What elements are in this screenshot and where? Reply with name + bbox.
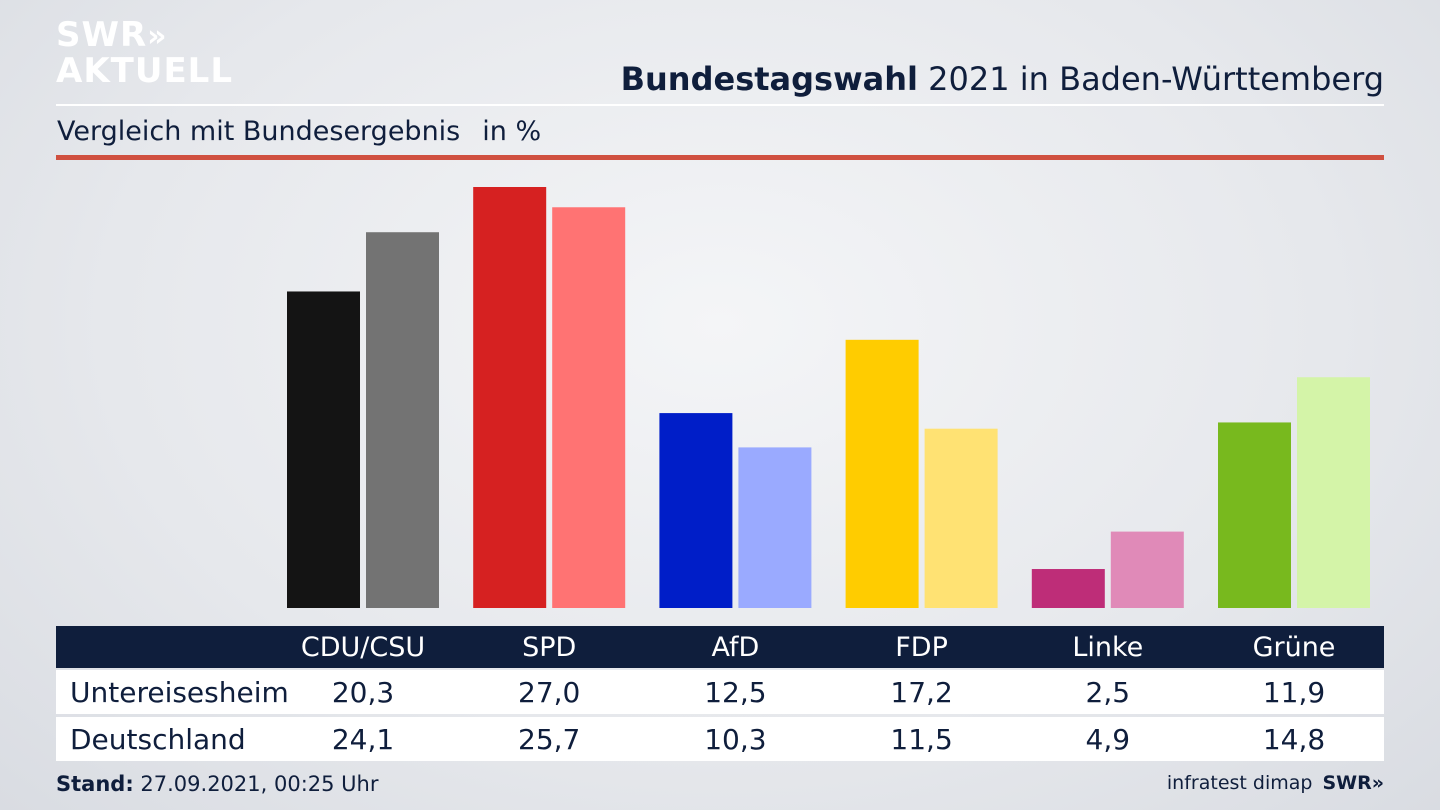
swr-aktuell-logo: SWR» AKTUELL xyxy=(56,18,233,88)
value-cell: 11,9 xyxy=(1262,675,1326,709)
category-label: SPD xyxy=(522,631,577,663)
bar-linke-untereisesheim xyxy=(1031,569,1105,608)
logo-chevrons: » xyxy=(147,19,168,54)
bar-cdu-csu-untereisesheim xyxy=(287,291,360,608)
category-label: FDP xyxy=(895,631,948,663)
swr-brand: SWR» xyxy=(1322,772,1384,794)
value-cell: 10,3 xyxy=(704,722,767,756)
bar-spd-deutschland xyxy=(552,207,626,608)
bar-chart xyxy=(287,187,1370,609)
value-cell: 24,1 xyxy=(331,722,395,756)
bar-fdp-untereisesheim xyxy=(845,339,919,608)
value-cell: 4,9 xyxy=(1085,722,1131,756)
page-title: Bundestagswahl 2021 in Baden-Württemberg xyxy=(621,60,1384,98)
table-row: Untereisesheim 20,3 27,0 12,5 17,2 2,5 11,9 xyxy=(56,670,1384,714)
subtitle-divider xyxy=(56,155,1384,160)
bar-afd-deutschland xyxy=(738,447,812,608)
category-label: AfD xyxy=(711,631,760,663)
table-row: Deutschland 24,1 25,7 10,3 11,5 4,9 14,8 xyxy=(56,717,1384,761)
table-header: CDU/CSU SPD AfD FDP Linke Grüne xyxy=(56,626,1384,668)
title-rest: 2021 in Baden-Württemberg xyxy=(917,60,1384,98)
timestamp: Stand: 27.09.2021, 00:25 Uhr xyxy=(56,772,379,796)
logo-line1: SWR xyxy=(56,15,148,55)
category-label: Linke xyxy=(1072,631,1144,663)
bar-linke-deutschland xyxy=(1110,531,1184,608)
category-label: Grüne xyxy=(1252,631,1336,663)
subtitle-unit: in % xyxy=(482,116,542,147)
value-cell: 20,3 xyxy=(331,675,395,709)
value-cell: 27,0 xyxy=(518,675,581,709)
subtitle-text: Vergleich mit Bundesergebnis xyxy=(57,116,461,147)
stand-label: Stand: xyxy=(56,772,134,796)
title-bold: Bundestagswahl xyxy=(620,60,918,98)
value-cell: 25,7 xyxy=(518,722,581,756)
chart-subtitle: Vergleich mit Bundesergebnis in % xyxy=(57,116,541,147)
source-credit: infratest dimap SWR» xyxy=(1167,772,1384,794)
value-cell: 14,8 xyxy=(1262,722,1326,756)
value-cell: 17,2 xyxy=(890,675,953,709)
bar-grüne-untereisesheim xyxy=(1218,422,1291,608)
value-cell: 2,5 xyxy=(1085,675,1131,709)
bar-cdu-csu-deutschland xyxy=(366,232,439,609)
logo-line2: AKTUELL xyxy=(56,51,234,91)
category-label: CDU/CSU xyxy=(300,631,426,663)
stand-value: 27.09.2021, 00:25 Uhr xyxy=(133,772,379,796)
value-cell: 12,5 xyxy=(704,675,767,709)
bar-spd-untereisesheim xyxy=(473,187,547,608)
source-text: infratest dimap xyxy=(1166,772,1313,794)
bar-fdp-deutschland xyxy=(924,428,998,608)
title-divider xyxy=(56,104,1384,106)
value-cell: 11,5 xyxy=(890,722,953,756)
bar-afd-untereisesheim xyxy=(659,413,733,608)
row-label: Deutschland xyxy=(70,722,246,756)
bar-grüne-deutschland xyxy=(1297,377,1370,608)
row-label: Untereisesheim xyxy=(70,675,289,709)
